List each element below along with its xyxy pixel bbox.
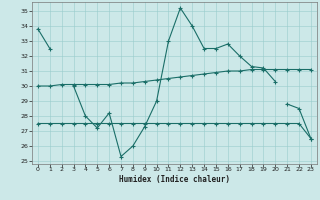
X-axis label: Humidex (Indice chaleur): Humidex (Indice chaleur) bbox=[119, 175, 230, 184]
